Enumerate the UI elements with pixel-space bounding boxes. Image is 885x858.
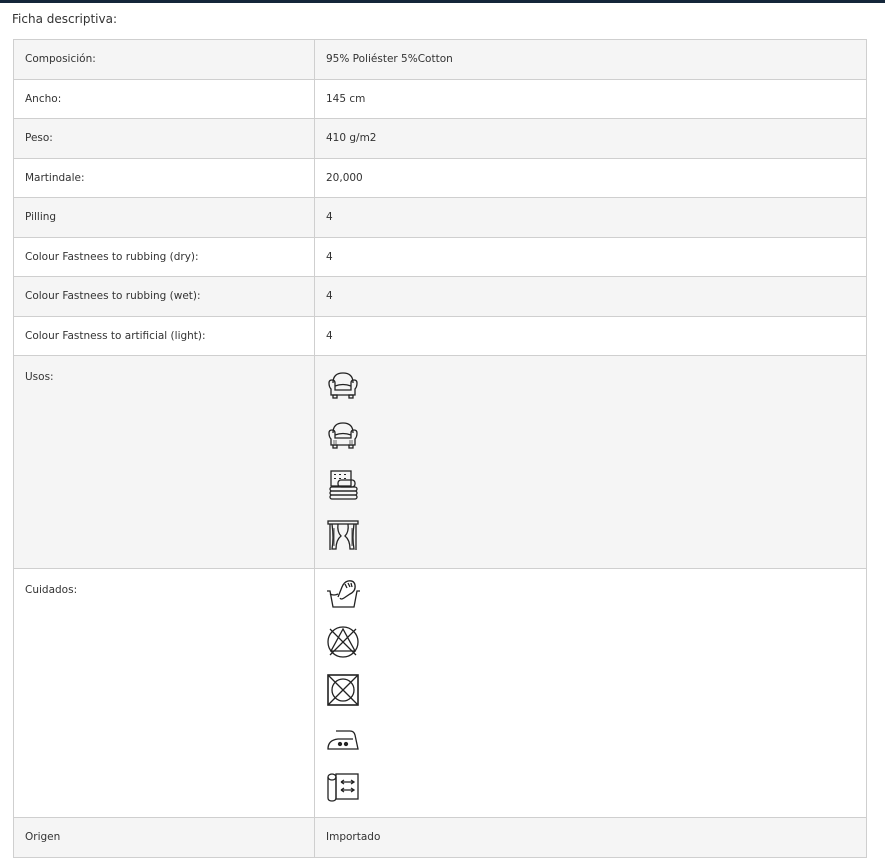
hand-wash-icon [327,580,360,608]
table-row: Origen Importado [13,817,867,858]
row-label: Martindale: [13,157,315,198]
usos-row: Usos: [13,355,867,569]
row-label: Cuidados: [13,568,315,818]
table-row: Colour Fastnees to rubbing (wet): 4 [13,276,867,317]
armchair-icon [328,372,358,399]
row-label: Usos: [13,355,315,569]
fabric-roll-icon [327,773,359,802]
row-label: Origen [13,817,315,858]
table-row: Ancho: 145 cm [13,78,867,119]
table-row: Martindale: 20,000 [13,157,867,198]
bedding-icon [329,470,358,500]
row-value: 145 cm [314,78,867,119]
row-value: Importado [314,817,867,858]
do-not-tumble-dry-icon [327,674,359,706]
iron-medium-icon [327,730,359,750]
row-label: Colour Fastnees to rubbing (wet): [13,276,315,317]
row-value: 4 [314,236,867,277]
row-label: Ancho: [13,78,315,119]
table-row: Composición: 95% Poliéster 5%Cotton [13,39,867,80]
table-row: Colour Fastnees to rubbing (dry): 4 [13,236,867,277]
row-label: Pilling [13,197,315,238]
row-label: Composición: [13,39,315,80]
row-value: 4 [314,276,867,317]
top-bar [0,0,885,3]
do-not-bleach-icon [327,626,359,658]
row-label: Colour Fastnees to rubbing (dry): [13,236,315,277]
armchair-upholstered-icon [328,422,358,449]
row-label: Colour Fastness to artificial (light): [13,315,315,356]
table-row: Pilling 4 [13,197,867,238]
row-value: 4 [314,197,867,238]
section-title: Ficha descriptiva: [12,12,118,26]
usos-icons [314,355,867,569]
cuidados-icons [314,568,867,818]
row-value: 20,000 [314,157,867,198]
row-value: 4 [314,315,867,356]
row-value: 95% Poliéster 5%Cotton [314,39,867,80]
cuidados-row: Cuidados: [13,568,867,818]
table-row: Colour Fastness to artificial (light): 4 [13,315,867,356]
row-value: 410 g/m2 [314,118,867,159]
spec-table: Composición: 95% Poliéster 5%Cotton Ancho… [13,39,867,858]
table-row: Peso: 410 g/m2 [13,118,867,159]
curtain-icon [327,520,359,550]
row-label: Peso: [13,118,315,159]
